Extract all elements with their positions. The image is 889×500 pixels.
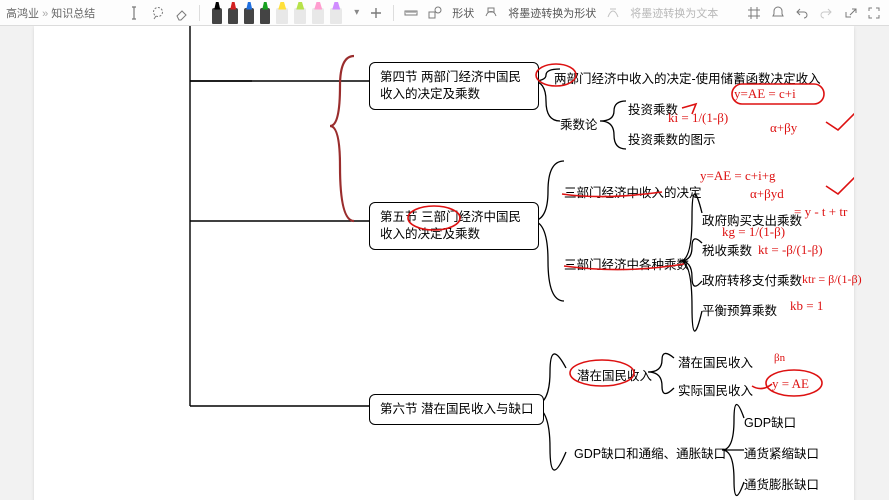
handwriting-h4: y=AE = c+i+g	[700, 168, 776, 184]
grid-icon[interactable]	[745, 4, 763, 22]
shapes-icon[interactable]	[426, 4, 444, 22]
leaf-l4c[interactable]: 政府转移支付乘数	[702, 270, 802, 289]
leaf-l6b[interactable]: 通货紧缩缺口	[744, 443, 819, 462]
pen-green[interactable]	[258, 2, 272, 24]
leaf-l4a[interactable]: 政府购买支出乘数	[702, 210, 802, 229]
shapes-label[interactable]: 形状	[450, 5, 476, 21]
leaf-l4b[interactable]: 税收乘数	[702, 240, 752, 259]
hiliter-green[interactable]	[292, 2, 308, 24]
leaf-l6c[interactable]: 通货膨胀缺口	[744, 474, 819, 493]
leaf-l1[interactable]: 两部门经济中收入的决定-使用储蓄函数决定收入	[554, 68, 821, 87]
ink-to-text-label: 将墨迹转换为文本	[628, 5, 720, 21]
lasso-icon[interactable]	[149, 4, 167, 22]
bell-icon[interactable]	[769, 4, 787, 22]
breadcrumb-root[interactable]: 高鸿业	[6, 8, 39, 20]
pen-palette	[208, 2, 346, 24]
hiliter-pink[interactable]	[310, 2, 326, 24]
toolbar: 高鸿业 » 知识总结 ▾ 形状 将墨迹转换为形状 将墨迹转换为文本	[0, 0, 889, 26]
node-sec6-text: 第六节 潜在国民收入与缺口	[380, 402, 533, 416]
handwriting-h10: kb = 1	[790, 298, 823, 314]
toolbar-divider	[199, 5, 200, 21]
ink-to-text-icon[interactable]	[604, 4, 622, 22]
share-icon[interactable]	[841, 4, 859, 22]
node-sec6[interactable]: 第六节 潜在国民收入与缺口	[369, 394, 544, 425]
pen-blue[interactable]	[242, 2, 256, 24]
pen-more-caret[interactable]: ▾	[352, 7, 361, 18]
breadcrumb-sep: »	[42, 8, 48, 20]
leaf-l6a[interactable]: GDP缺口	[744, 412, 796, 431]
page: 第四节 两部门经济中国民收入的决定及乘数 第五节 三部门经济中国民收入的决定及乘…	[34, 26, 854, 500]
leaf-l4d[interactable]: 平衡预算乘数	[702, 300, 777, 319]
pen-black[interactable]	[210, 2, 224, 24]
handwriting-h5: α+βyd	[750, 186, 784, 202]
handwriting-h9: ktr = β/(1-β)	[802, 272, 862, 287]
handwriting-h11: y = AE	[772, 376, 809, 392]
handwriting-h8: kt = -β/(1-β)	[758, 242, 823, 258]
fullscreen-icon[interactable]	[865, 4, 883, 22]
text-cursor-icon[interactable]	[125, 4, 143, 22]
leaf-l4[interactable]: 三部门经济中各种乘数	[564, 254, 689, 273]
leaf-l2[interactable]: 乘数论	[560, 114, 598, 133]
ink-to-shape-label[interactable]: 将墨迹转换为形状	[506, 5, 598, 21]
node-sec4-text: 第四节 两部门经济中国民收入的决定及乘数	[380, 70, 521, 101]
handwriting-h2: α+βy	[770, 120, 797, 136]
breadcrumb-current[interactable]: 知识总结	[51, 8, 95, 20]
hiliter-purple[interactable]	[328, 2, 344, 24]
leaf-l5a[interactable]: 潜在国民收入	[678, 352, 753, 371]
handwriting-h1: y=AE = c+i	[734, 86, 796, 102]
canvas[interactable]: 第四节 两部门经济中国民收入的决定及乘数 第五节 三部门经济中国民收入的决定及乘…	[0, 26, 889, 500]
node-sec5[interactable]: 第五节 三部门经济中国民收入的决定及乘数	[369, 202, 539, 250]
leaf-l5[interactable]: 潜在国民收入	[577, 365, 652, 384]
leaf-l6[interactable]: GDP缺口和通缩、通胀缺口	[574, 443, 726, 462]
leaf-l2a[interactable]: 投资乘数	[628, 99, 678, 118]
ruler-icon[interactable]	[402, 4, 420, 22]
undo-icon[interactable]	[793, 4, 811, 22]
redo-icon[interactable]	[817, 4, 835, 22]
breadcrumb[interactable]: 高鸿业 » 知识总结	[6, 5, 95, 21]
leaf-l3[interactable]: 三部门经济中收入的决定	[564, 182, 702, 201]
toolbar-divider-2	[393, 5, 394, 21]
handwriting-h12: βn	[774, 352, 785, 364]
eraser-icon[interactable]	[173, 4, 191, 22]
add-pen-icon[interactable]	[367, 4, 385, 22]
ink-to-shape-icon[interactable]	[482, 4, 500, 22]
leaf-l2b[interactable]: 投资乘数的图示	[628, 129, 716, 148]
pen-red[interactable]	[226, 2, 240, 24]
hiliter-yellow[interactable]	[274, 2, 290, 24]
leaf-l5b[interactable]: 实际国民收入	[678, 380, 753, 399]
node-sec5-text: 第五节 三部门经济中国民收入的决定及乘数	[380, 210, 521, 241]
node-sec4[interactable]: 第四节 两部门经济中国民收入的决定及乘数	[369, 62, 539, 110]
